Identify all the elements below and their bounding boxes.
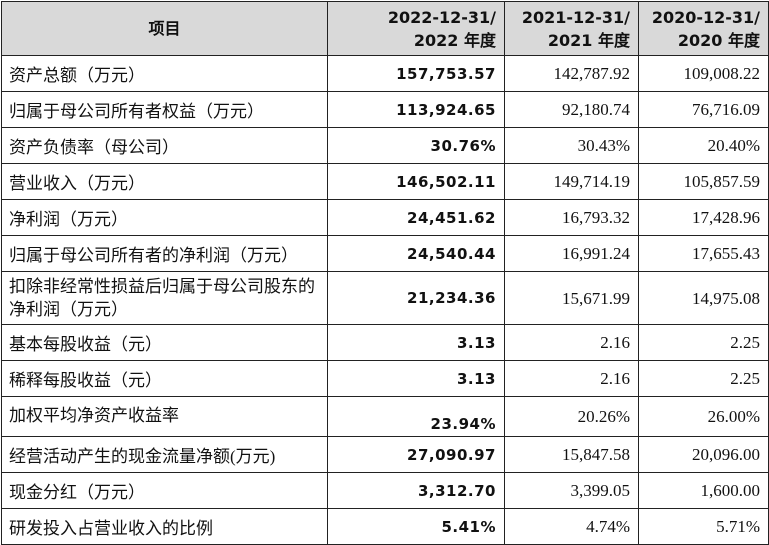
row-label: 稀释每股收益（元） xyxy=(1,360,328,397)
table-row: 经营活动产生的现金流量净额(万元) 27,090.97 15,847.58 20,09… xyxy=(1,436,769,473)
value-2021: 16,793.32 xyxy=(504,199,639,236)
value-2020: 2.25 xyxy=(638,360,769,397)
value-2022: 27,090.97 xyxy=(327,436,505,473)
value-2020: 20.40% xyxy=(638,127,769,164)
table-row: 加权平均净资产收益率 23.94% 20.26% 26.00% xyxy=(1,396,769,437)
row-label: 净利润（万元） xyxy=(1,199,328,236)
row-label: 现金分红（万元） xyxy=(1,472,328,509)
header-2021-year: 2021 年度 xyxy=(547,30,630,50)
value-2021: 149,714.19 xyxy=(504,163,639,200)
value-2020: 76,716.09 xyxy=(638,91,769,128)
table-row: 扣除非经常性损益后归属于母公司股东的净利润（万元） 21,234.36 15,671… xyxy=(1,271,769,325)
header-2022: 2022-12-31/2022 年度 xyxy=(327,1,505,56)
value-2020: 14,975.08 xyxy=(638,271,769,325)
value-2021: 2.16 xyxy=(504,360,639,397)
table-row: 归属于母公司所有者权益（万元） 113,924.65 92,180.74 76,716… xyxy=(1,91,769,128)
value-2022: 30.76% xyxy=(327,127,505,164)
row-label: 扣除非经常性损益后归属于母公司股东的净利润（万元） xyxy=(1,271,328,325)
value-2021: 142,787.92 xyxy=(504,55,639,92)
row-label: 归属于母公司所有者的净利润（万元） xyxy=(1,235,328,272)
value-2021: 30.43% xyxy=(504,127,639,164)
value-2022: 157,753.57 xyxy=(327,55,505,92)
value-2022: 5.41% xyxy=(327,508,505,545)
value-2022: 3,312.70 xyxy=(327,472,505,509)
table-row: 资产总额（万元） 157,753.57 142,787.92 109,008.22 xyxy=(1,55,769,92)
value-2022: 24,540.44 xyxy=(327,235,505,272)
value-2021: 15,847.58 xyxy=(504,436,639,473)
table-row: 稀释每股收益（元） 3.13 2.16 2.25 xyxy=(1,360,769,397)
header-2020-date: 2020-12-31/ xyxy=(651,7,760,27)
table-row: 净利润（万元） 24,451.62 16,793.32 17,428.96 xyxy=(1,199,769,236)
value-2020: 20,096.00 xyxy=(638,436,769,473)
value-2022: 24,451.62 xyxy=(327,199,505,236)
header-2022-date: 2022-12-31/ xyxy=(387,7,496,27)
header-2021-date: 2021-12-31/ xyxy=(521,7,630,27)
value-2020: 2.25 xyxy=(638,324,769,361)
table-row: 基本每股收益（元） 3.13 2.16 2.25 xyxy=(1,324,769,361)
value-2020: 105,857.59 xyxy=(638,163,769,200)
value-2020: 1,600.00 xyxy=(638,472,769,509)
row-label: 营业收入（万元） xyxy=(1,163,328,200)
header-2022-year: 2022 年度 xyxy=(413,30,496,50)
table-row: 资产负债率（母公司） 30.76% 30.43% 20.40% xyxy=(1,127,769,164)
value-2020: 26.00% xyxy=(638,396,769,437)
header-2021: 2021-12-31/2021 年度 xyxy=(504,1,639,56)
value-2020: 109,008.22 xyxy=(638,55,769,92)
value-2021: 92,180.74 xyxy=(504,91,639,128)
header-2020: 2020-12-31/2020 年度 xyxy=(638,1,769,56)
value-2022: 113,924.65 xyxy=(327,91,505,128)
value-2021: 15,671.99 xyxy=(504,271,639,325)
row-label: 加权平均净资产收益率 xyxy=(1,396,328,437)
value-2020: 5.71% xyxy=(638,508,769,545)
table-row: 归属于母公司所有者的净利润（万元） 24,540.44 16,991.24 17,65… xyxy=(1,235,769,272)
row-label: 资产总额（万元） xyxy=(1,55,328,92)
value-2020: 17,428.96 xyxy=(638,199,769,236)
value-2021: 2.16 xyxy=(504,324,639,361)
table-row: 现金分红（万元） 3,312.70 3,399.05 1,600.00 xyxy=(1,472,769,509)
row-label: 研发投入占营业收入的比例 xyxy=(1,508,328,545)
row-label: 经营活动产生的现金流量净额(万元) xyxy=(1,436,328,473)
value-2021: 16,991.24 xyxy=(504,235,639,272)
table-row: 研发投入占营业收入的比例 5.41% 4.74% 5.71% xyxy=(1,508,769,545)
value-2021: 4.74% xyxy=(504,508,639,545)
value-2022: 3.13 xyxy=(327,324,505,361)
row-label: 归属于母公司所有者权益（万元） xyxy=(1,91,328,128)
value-2022: 146,502.11 xyxy=(327,163,505,200)
header-row: 项目 2022-12-31/2022 年度 2021-12-31/2021 年度… xyxy=(1,1,769,56)
header-item: 项目 xyxy=(1,1,328,56)
value-2022: 3.13 xyxy=(327,360,505,397)
value-2020: 17,655.43 xyxy=(638,235,769,272)
row-label: 资产负债率（母公司） xyxy=(1,127,328,164)
row-label: 基本每股收益（元） xyxy=(1,324,328,361)
value-2022: 23.94% xyxy=(327,396,505,437)
value-2021: 20.26% xyxy=(504,396,639,437)
header-2020-year: 2020 年度 xyxy=(677,30,760,50)
table-row: 营业收入（万元） 146,502.11 149,714.19 105,857.59 xyxy=(1,163,769,200)
value-2021: 3,399.05 xyxy=(504,472,639,509)
value-2022: 21,234.36 xyxy=(327,271,505,325)
